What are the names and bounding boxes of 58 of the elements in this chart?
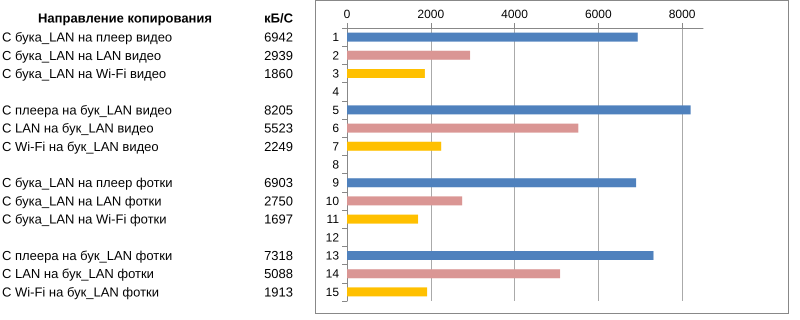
y-tick-label: 14 — [326, 266, 340, 281]
text: С LAN на бук_LAN фотки — [2, 266, 154, 282]
text: С Wi-Fi на бук_LAN видео — [2, 138, 159, 154]
bar — [347, 178, 636, 188]
data-label: 1697 — [264, 212, 293, 227]
text: С бука_LAN на Wi-Fi фотки — [2, 212, 166, 227]
data-label: 2939 — [264, 48, 293, 63]
text: С плеера на бук_LAN видео — [2, 102, 172, 118]
x-tick-label: 8000 — [668, 7, 696, 21]
data-label: 8205 — [264, 102, 293, 118]
bar — [347, 124, 578, 133]
y-tick-label: 12 — [326, 230, 340, 244]
y-tick-label: 5 — [332, 102, 340, 117]
text: С бука_LAN на LAN видео — [2, 48, 162, 63]
bar — [347, 50, 470, 60]
x-tick-label: 0 — [344, 7, 351, 21]
y-tick-label: 8 — [332, 158, 340, 172]
data-label: 1860 — [264, 66, 293, 81]
data-label: 2249 — [264, 138, 293, 154]
bar — [347, 142, 442, 151]
y-tick-label: 13 — [326, 248, 340, 262]
y-tick-label: 4 — [332, 84, 340, 99]
data-label: 5088 — [264, 266, 293, 282]
y-tick-label: 7 — [332, 139, 340, 154]
x-tick-label: 2000 — [417, 7, 444, 21]
bar — [347, 269, 560, 278]
text: Направление копирования — [38, 10, 212, 26]
data-label: 6903 — [264, 175, 293, 190]
text: С бука_LAN на плеер фотки — [2, 175, 172, 190]
text: С бука_LAN на LAN фотки — [2, 193, 162, 208]
text: С бука_LAN на Wi-Fi видео — [2, 66, 166, 81]
bar — [347, 287, 428, 296]
text: С плеера на бук_LAN фотки — [2, 248, 172, 263]
y-tick-label: 6 — [332, 121, 340, 136]
y-tick-label: 9 — [332, 176, 340, 190]
y-tick-label: 11 — [326, 212, 340, 226]
bar — [347, 105, 691, 114]
data-label: 5523 — [264, 120, 293, 136]
x-tick-label: 6000 — [584, 7, 612, 21]
y-tick-label: 3 — [332, 66, 340, 80]
data-label: 1913 — [264, 284, 293, 300]
data-label: 6942 — [264, 30, 293, 45]
text: С LAN на бук_LAN видео — [2, 120, 154, 136]
x-tick-label: 4000 — [501, 7, 528, 21]
text: С Wi-Fi на бук_LAN фотки — [2, 284, 159, 300]
data-label: 2750 — [264, 193, 293, 208]
data-label: 7318 — [264, 248, 293, 263]
text: С бука_LAN на плеер видео — [2, 30, 172, 45]
y-tick-label: 2 — [332, 48, 340, 62]
bar — [347, 196, 462, 206]
bar — [347, 32, 638, 42]
y-tick-label: 1 — [332, 30, 340, 44]
bar — [347, 214, 418, 224]
bar — [347, 69, 425, 78]
text: кБ/С — [264, 10, 294, 26]
y-tick-label: 15 — [326, 284, 340, 299]
y-tick-label: 10 — [326, 194, 340, 208]
bar — [347, 251, 654, 260]
